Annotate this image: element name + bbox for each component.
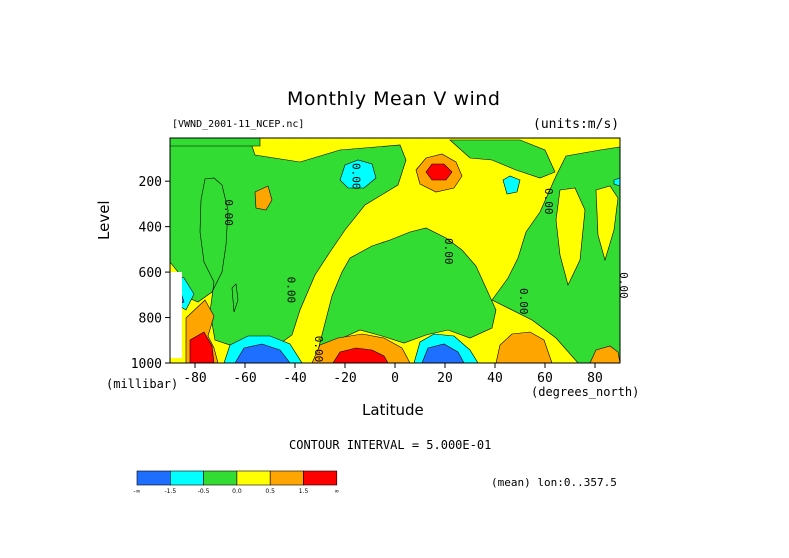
contour-label: 0.00 <box>542 188 555 215</box>
region-red <box>425 163 453 181</box>
colorbar-box <box>269 470 304 486</box>
x-tick-label: 20 <box>437 371 453 386</box>
colorbar-tick-label: ∞ <box>334 488 339 495</box>
units-label: (units:m/s) <box>533 117 620 132</box>
x-tick-label: 0 <box>391 371 399 386</box>
colorbar-tick-label: -∞ <box>133 488 140 495</box>
y-tick-label: 200 <box>139 175 162 190</box>
x-axis-label: Latitude <box>362 401 424 419</box>
region-green <box>169 137 407 346</box>
region-cyan <box>339 159 377 189</box>
region-cyan <box>502 175 521 195</box>
missing-data-region <box>170 272 182 358</box>
region-green <box>315 227 497 359</box>
colorbar-box <box>236 470 271 486</box>
chart-title: Monthly Mean V wind <box>287 88 501 110</box>
region-orange <box>254 185 273 211</box>
colorbar-tick-label: -1.5 <box>164 488 176 495</box>
contour-label: 0.00 <box>517 288 530 315</box>
y-tick-label: 1000 <box>131 357 162 372</box>
mean-note: (mean) lon:0..357.5 <box>491 476 617 489</box>
region-yellow <box>555 187 586 286</box>
region-green <box>231 283 239 313</box>
y-tick-label: 600 <box>139 266 162 281</box>
contour-label: 0.00 <box>312 336 325 363</box>
colorbar-tick-label: 1.5 <box>299 488 309 495</box>
contour-label: 0.00 <box>222 199 235 226</box>
contour-interval: CONTOUR INTERVAL = 5.000E-01 <box>289 438 492 452</box>
colorbar-tick-label: 0.5 <box>265 488 275 495</box>
contour-label: 0.00 <box>285 277 298 304</box>
region-green <box>449 139 556 179</box>
y-tick-label: 800 <box>139 312 162 327</box>
x-tick-label: -60 <box>233 371 256 386</box>
colorbar-box <box>136 470 171 486</box>
x-tick-label: -20 <box>333 371 356 386</box>
x-axis-unit: (degrees_north) <box>531 385 640 399</box>
region-red <box>189 331 215 364</box>
y-axis-unit: (millibar) <box>106 377 179 391</box>
colorbar-tick-label: -0.5 <box>198 488 210 495</box>
x-tick-label: -40 <box>283 371 306 386</box>
colorbar-box <box>170 470 204 486</box>
dataset-label: [VWND_2001-11_NCEP.nc] <box>172 119 305 130</box>
region-yellow <box>595 185 619 262</box>
colorbar-tick-label: 0.0 <box>232 488 242 495</box>
colorbar-box <box>303 470 338 486</box>
x-tick-label: 60 <box>537 371 553 386</box>
x-tick-label: -80 <box>183 371 206 386</box>
x-tick-label: 40 <box>487 371 503 386</box>
colorbar-box <box>203 470 238 486</box>
region-green <box>491 146 621 364</box>
contour-label: 0.00 <box>442 238 455 265</box>
x-tick-label: 80 <box>587 371 603 386</box>
y-tick-label: 400 <box>139 221 162 236</box>
contour-label: 0.00 <box>350 163 363 190</box>
